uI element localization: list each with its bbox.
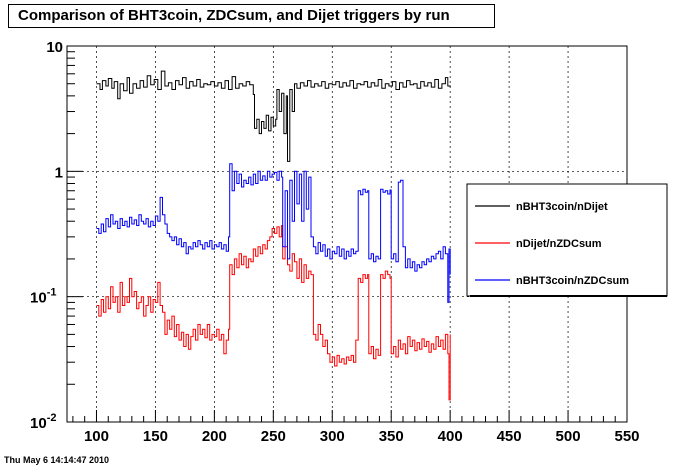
y-tick-exponent: -1 bbox=[47, 287, 57, 299]
x-tick-label: 500 bbox=[556, 428, 581, 445]
timestamp-footer: Thu May 6 14:14:47 2010 bbox=[4, 455, 110, 465]
legend: nBHT3coin/nDijet nDijet/nZDCsum nBHT3coin/… bbox=[466, 183, 668, 297]
x-tick-label: 100 bbox=[84, 428, 109, 445]
legend-entry-3: nBHT3coin/nZDCsum bbox=[516, 275, 629, 287]
series-line-2 bbox=[96, 225, 451, 401]
x-tick-label: 150 bbox=[143, 428, 168, 445]
legend-entry-1: nBHT3coin/nDijet bbox=[516, 201, 608, 213]
x-tick-label: 550 bbox=[614, 428, 639, 445]
x-tick-label: 250 bbox=[261, 428, 286, 445]
series-lines bbox=[96, 70, 451, 401]
y-tick-label: 10-2 bbox=[30, 412, 56, 432]
series-line-3 bbox=[96, 163, 451, 303]
legend-entry-2: nDijet/nZDCsum bbox=[516, 238, 602, 250]
legend-box bbox=[466, 183, 668, 297]
y-tick-label: 10-1 bbox=[30, 287, 56, 307]
x-tick-label: 400 bbox=[438, 428, 463, 445]
x-tick-label: 200 bbox=[202, 428, 227, 445]
x-tick-label: 300 bbox=[320, 428, 345, 445]
y-tick-label: 10 bbox=[46, 39, 63, 56]
y-tick-label: 1 bbox=[55, 164, 63, 181]
x-tick-label: 450 bbox=[497, 428, 522, 445]
axis-ticks: 100 150 200 250 300 350 400 450 500 55010-210-111… bbox=[30, 39, 640, 445]
series-line-1 bbox=[96, 70, 451, 162]
y-tick-exponent: -2 bbox=[47, 412, 57, 424]
chart-title: Comparison of BHT3coin, ZDCsum, and Dije… bbox=[8, 4, 495, 28]
x-tick-label: 350 bbox=[379, 428, 404, 445]
